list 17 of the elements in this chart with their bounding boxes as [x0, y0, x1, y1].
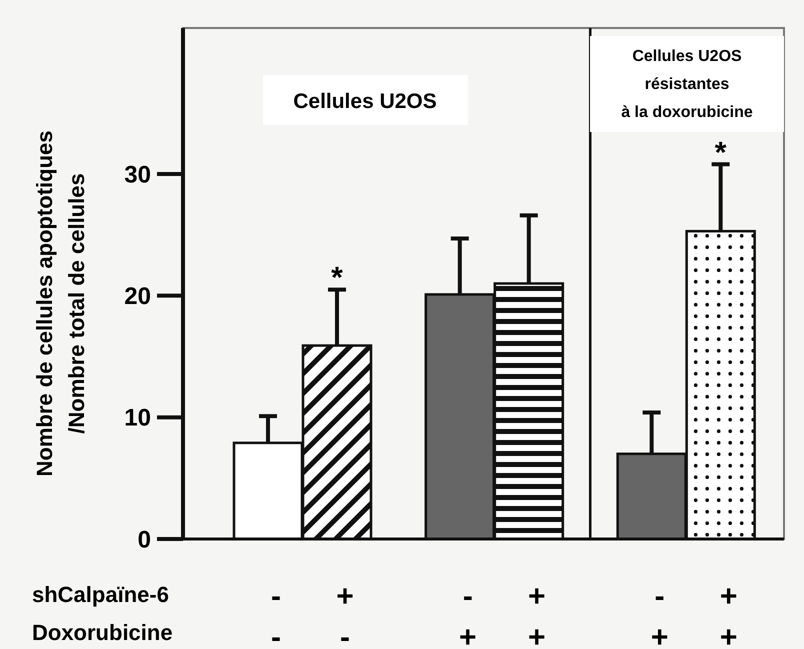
y-tick-label: 0: [138, 526, 151, 554]
data-label: *: [331, 262, 344, 295]
x-tick-label: - +: [459, 580, 477, 649]
x-tick-label: - -: [271, 580, 281, 649]
x-tick-label: + +: [720, 580, 738, 649]
x-tick-label: + +: [528, 580, 546, 649]
text: Doxorubicine: [32, 620, 173, 645]
y-tick-label: 30: [124, 161, 151, 188]
y-axis-title: Nombre de cellules apoptotiques /Nombre total de cellules: [32, 130, 89, 476]
x-tick-label: - +: [650, 580, 668, 649]
y-tick-label: 10: [124, 404, 151, 432]
y-tick-label: 20: [124, 283, 151, 310]
annotation: Cellules U2OS: [293, 90, 437, 113]
annotation: Cellules U2OS résistantes à la doxorubicine: [621, 48, 753, 121]
x-tick-label: + -: [336, 580, 354, 649]
text: shCalpaïne-6: [32, 582, 169, 607]
data-label: *: [714, 136, 727, 170]
